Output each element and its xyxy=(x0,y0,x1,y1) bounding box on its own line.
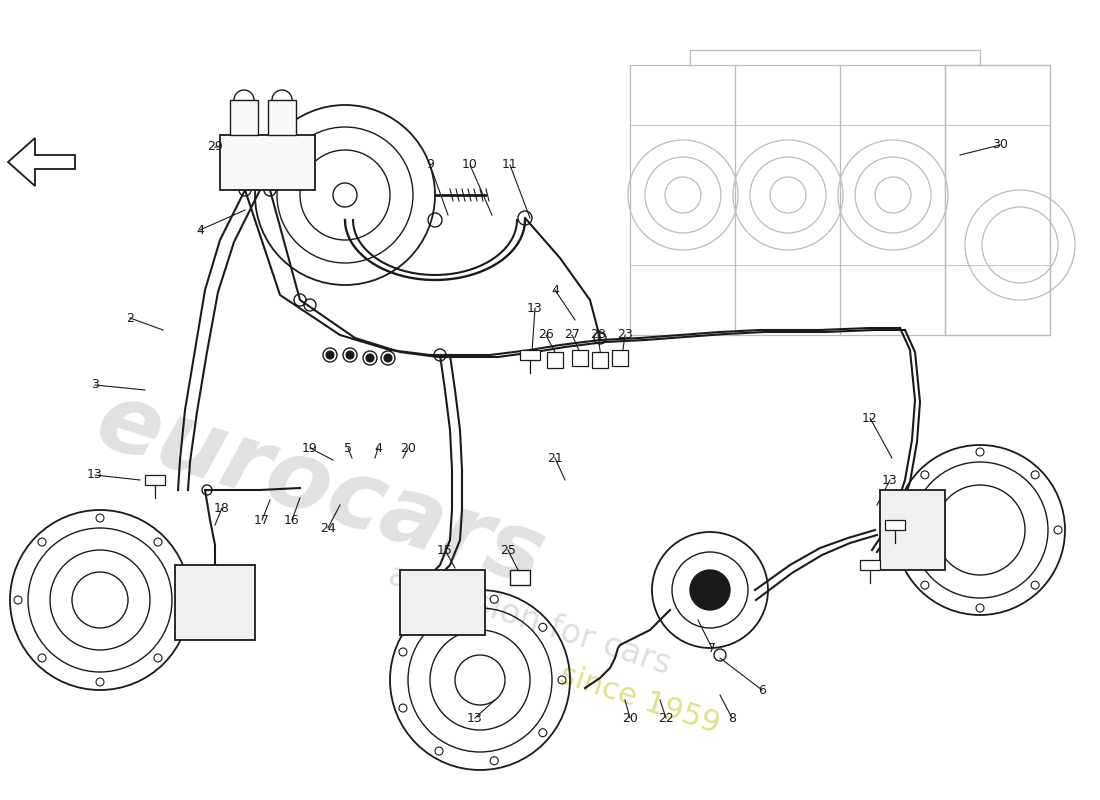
Bar xyxy=(547,352,563,368)
Bar xyxy=(572,350,588,366)
Bar xyxy=(612,350,628,366)
Text: 13: 13 xyxy=(87,469,103,482)
Text: eurocars: eurocars xyxy=(85,374,556,606)
Text: 13: 13 xyxy=(468,711,483,725)
Bar xyxy=(268,100,296,135)
Text: 11: 11 xyxy=(502,158,518,171)
Text: 21: 21 xyxy=(547,451,563,465)
Text: 28: 28 xyxy=(590,329,606,342)
Text: 18: 18 xyxy=(214,502,230,514)
Text: 30: 30 xyxy=(992,138,1008,151)
Polygon shape xyxy=(8,138,75,186)
Text: 29: 29 xyxy=(207,141,223,154)
Text: 7: 7 xyxy=(708,642,716,654)
Text: 13: 13 xyxy=(527,302,543,314)
Text: 12: 12 xyxy=(862,411,878,425)
Bar xyxy=(945,65,1050,335)
Text: 27: 27 xyxy=(564,329,580,342)
Circle shape xyxy=(326,351,334,359)
Bar xyxy=(145,475,165,485)
Text: 19: 19 xyxy=(302,442,318,454)
Text: 25: 25 xyxy=(500,543,516,557)
Text: 4: 4 xyxy=(196,223,204,237)
Bar xyxy=(220,135,315,190)
Text: 16: 16 xyxy=(284,514,300,526)
Bar xyxy=(510,570,530,585)
Text: 4: 4 xyxy=(374,442,382,454)
Text: a passion for cars: a passion for cars xyxy=(384,558,675,682)
Text: 3: 3 xyxy=(91,378,99,391)
Text: 6: 6 xyxy=(758,683,766,697)
Text: 5: 5 xyxy=(344,442,352,454)
Text: since 1959: since 1959 xyxy=(557,661,724,739)
Text: 22: 22 xyxy=(658,711,674,725)
Text: 2: 2 xyxy=(126,311,134,325)
Text: 10: 10 xyxy=(462,158,477,171)
Circle shape xyxy=(384,354,392,362)
Text: 13: 13 xyxy=(882,474,898,486)
Bar xyxy=(860,560,880,570)
Text: 26: 26 xyxy=(538,329,554,342)
Text: 20: 20 xyxy=(623,711,638,725)
Bar xyxy=(880,490,945,570)
Bar xyxy=(886,520,905,530)
Bar xyxy=(592,352,608,368)
Text: 4: 4 xyxy=(551,283,559,297)
Circle shape xyxy=(366,354,374,362)
Text: 24: 24 xyxy=(320,522,336,534)
Bar xyxy=(175,565,255,640)
Text: 15: 15 xyxy=(437,543,453,557)
Circle shape xyxy=(690,570,730,610)
Text: 23: 23 xyxy=(617,329,632,342)
Bar xyxy=(630,65,1050,335)
Text: 20: 20 xyxy=(400,442,416,454)
Circle shape xyxy=(346,351,354,359)
Bar xyxy=(230,100,258,135)
Bar xyxy=(400,570,485,635)
Text: 8: 8 xyxy=(728,711,736,725)
Text: 17: 17 xyxy=(254,514,270,526)
Bar xyxy=(520,350,540,360)
Text: 9: 9 xyxy=(426,158,433,171)
